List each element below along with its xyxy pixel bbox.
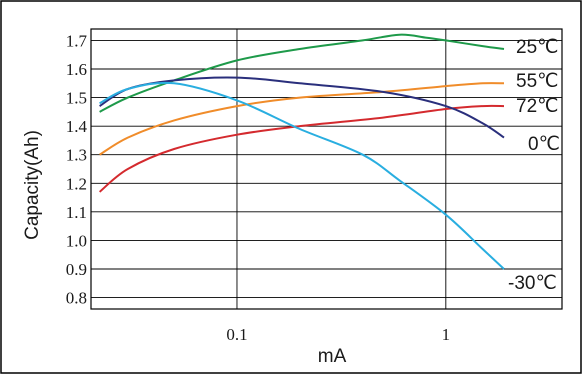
x-axis-label: mA xyxy=(318,346,347,367)
y-tick-label: 1.0 xyxy=(66,231,87,250)
series-label: 25℃ xyxy=(516,37,558,58)
series-labels: 25℃ 55℃ 72℃ 0℃ -30℃ xyxy=(508,37,560,294)
series-label: -30℃ xyxy=(508,273,557,294)
series-label: 0℃ xyxy=(528,134,560,155)
y-tick-label: 1.4 xyxy=(66,117,88,136)
series-label: 72℃ xyxy=(516,96,558,117)
y-tick-label: 1.3 xyxy=(66,146,87,165)
y-tick-label: 1.2 xyxy=(66,174,87,193)
y-tick-label: 1.1 xyxy=(66,203,87,222)
y-tick-label: 0.9 xyxy=(66,260,87,279)
series-line xyxy=(99,81,505,270)
series-line xyxy=(99,33,505,113)
series-label: 55℃ xyxy=(516,71,558,92)
y-axis-label: Capacity(Ah) xyxy=(22,130,43,240)
grid xyxy=(91,29,562,309)
lines xyxy=(98,33,505,270)
y-tick-label: 0.8 xyxy=(66,289,87,308)
y-ticks: 0.8 0.9 1.0 1.1 1.2 1.3 1.4 1.5 1.6 1.7 xyxy=(66,31,88,307)
x-tick-label: 1 xyxy=(442,325,451,344)
series-line xyxy=(99,82,505,156)
y-tick-label: 1.5 xyxy=(66,89,87,108)
x-ticks: 0.1 1 xyxy=(226,325,450,344)
series-line xyxy=(98,104,505,193)
x-tick-label: 0.1 xyxy=(226,325,247,344)
y-tick-label: 1.6 xyxy=(66,60,87,79)
y-tick-label: 1.7 xyxy=(66,31,88,50)
plot-frame xyxy=(90,28,563,310)
